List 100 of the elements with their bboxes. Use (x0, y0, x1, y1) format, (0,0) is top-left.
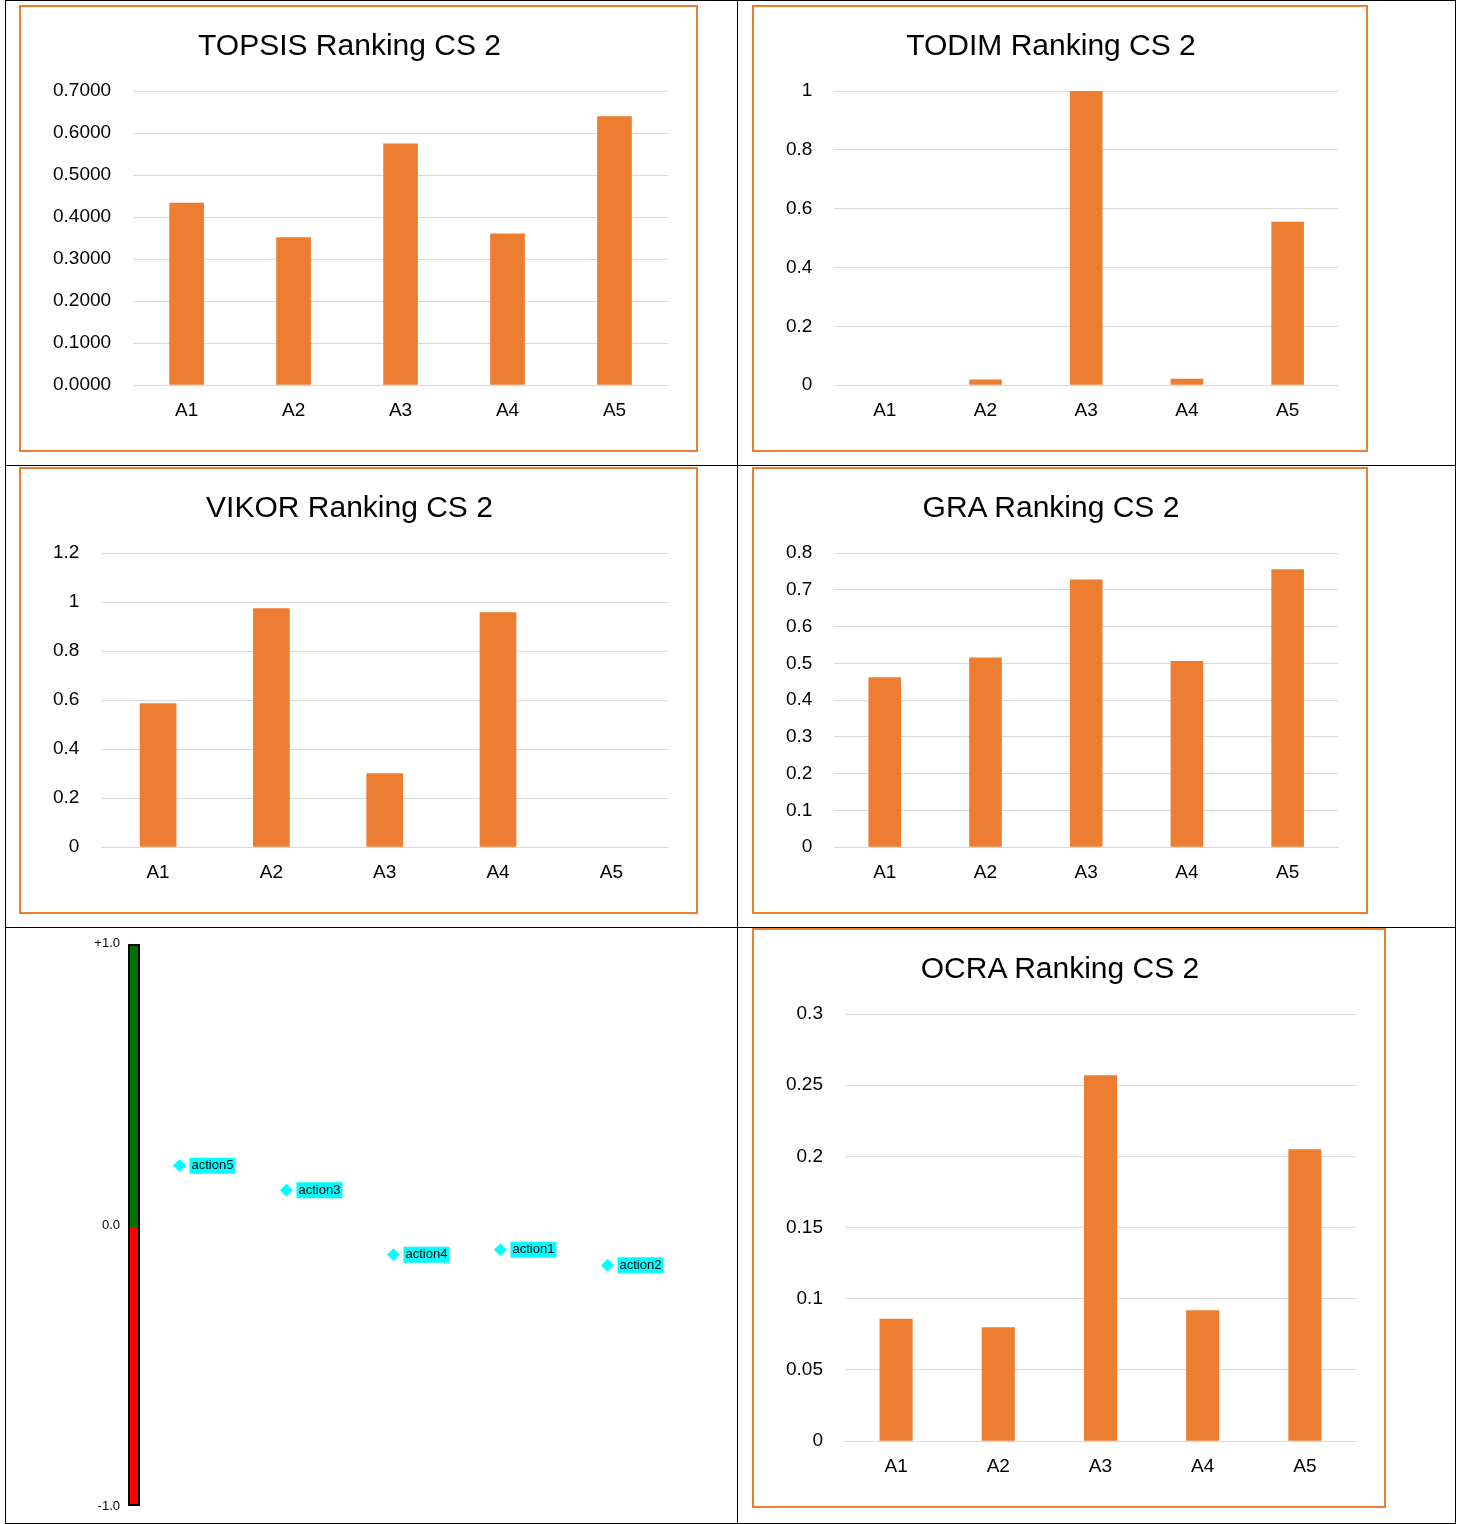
x-tick-label: A1 (146, 860, 170, 882)
bar (366, 773, 404, 847)
y-tick-label: 0 (801, 835, 813, 857)
bar (1170, 378, 1204, 385)
chart-title: VIKOR Ranking CS 2 (206, 490, 493, 524)
bar (1170, 661, 1204, 847)
x-tick-label: A3 (388, 398, 413, 420)
y-tick-label: 0.6000 (52, 121, 112, 143)
bar (1271, 221, 1304, 385)
bar (1271, 569, 1304, 847)
x-tick-label: A4 (1175, 398, 1199, 420)
y-tick-label: 0.5000 (52, 163, 112, 185)
y-tick-label: 0.0000 (52, 373, 112, 395)
x-tick-label: A2 (281, 398, 306, 420)
x-tick-label: A5 (1276, 860, 1300, 882)
y-tick-label: 0.2000 (52, 289, 112, 311)
y-tick-label: 1 (801, 79, 813, 101)
y-tick-label: 1 (68, 590, 80, 612)
y-tick-label: 0.6 (785, 196, 813, 218)
bar (383, 143, 418, 385)
x-tick-label: A3 (373, 860, 397, 882)
annotation: action2 (619, 1256, 662, 1272)
y-tick-label: 0.2 (796, 1144, 823, 1166)
y-tick-label: 0.0 (101, 1216, 120, 1232)
y-tick-label: 0 (812, 1429, 823, 1451)
y-tick-label: 0.4 (52, 737, 80, 759)
x-tick-label: A4 (1191, 1454, 1215, 1476)
point (387, 1248, 400, 1262)
y-tick-label: 0.4 (785, 688, 813, 710)
bar (1288, 1149, 1322, 1441)
point (173, 1159, 186, 1173)
y-tick-label: 0.4000 (52, 205, 112, 227)
x-tick-label: A3 (1088, 1454, 1113, 1476)
y-tick-label: 0.1000 (52, 331, 112, 353)
bar (253, 608, 290, 847)
y-tick-label: -1.0 (97, 1497, 120, 1513)
y-tick-label: 0.4 (785, 255, 813, 277)
y-tick-label: 0.2 (785, 761, 813, 783)
x-tick-label: A4 (1175, 860, 1199, 882)
bar (981, 1327, 1015, 1441)
annotation: action4 (405, 1246, 448, 1262)
bar (1186, 1310, 1220, 1441)
x-tick-label: A2 (973, 860, 998, 882)
point (601, 1258, 614, 1272)
x-tick-label: A3 (1074, 398, 1098, 420)
y-tick-label: 0.3 (796, 1002, 823, 1024)
y-tick-label: 0.1 (796, 1287, 823, 1309)
bar (597, 116, 632, 385)
x-tick-label: A2 (259, 860, 284, 882)
y-tick-label: 0.3 (785, 725, 813, 747)
bar (969, 379, 1002, 385)
x-tick-label: A1 (174, 398, 199, 420)
y-tick-label: 0 (801, 373, 813, 395)
x-tick-label: A4 (486, 860, 511, 882)
point (494, 1243, 507, 1257)
x-tick-label: A1 (873, 860, 897, 882)
annotation: action1 (512, 1241, 555, 1257)
y-tick-label: 0.6 (52, 688, 80, 710)
y-tick-label: 0.05 (786, 1358, 823, 1380)
bar (479, 612, 517, 847)
y-tick-label: 0.8 (785, 138, 813, 160)
bar (276, 237, 311, 385)
y-tick-label: 0.25 (786, 1073, 823, 1095)
y-tick-label: 0.3000 (52, 247, 112, 269)
y-tick-label: +1.0 (94, 935, 120, 951)
bar (169, 202, 204, 385)
x-tick-label: A5 (1293, 1454, 1317, 1476)
y-tick-label: 0.8 (785, 541, 813, 563)
chart-title: TODIM Ranking CS 2 (906, 28, 1196, 62)
x-tick-label: A5 (1276, 398, 1300, 420)
y-tick-label: 1.2 (52, 541, 80, 563)
bar (1069, 579, 1103, 847)
x-tick-label: A1 (884, 1454, 908, 1476)
bar (969, 657, 1002, 847)
point (280, 1183, 293, 1197)
x-tick-label: A2 (973, 398, 998, 420)
y-tick-label: 0.6 (785, 614, 813, 636)
x-tick-label: A4 (495, 398, 520, 420)
bar (1083, 1075, 1118, 1441)
chart-title: OCRA Ranking CS 2 (920, 951, 1200, 985)
x-tick-label: A5 (602, 398, 627, 420)
y-tick-label: 0.15 (786, 1215, 823, 1237)
bar (868, 677, 902, 847)
y-tick-label: 0.2 (785, 314, 813, 336)
chart-title: GRA Ranking CS 2 (922, 490, 1180, 524)
y-tick-label: 0.2 (52, 786, 80, 808)
bar (490, 233, 525, 385)
bar (879, 1318, 913, 1441)
x-tick-label: A5 (599, 860, 623, 882)
y-tick-label: 0 (68, 835, 80, 857)
y-tick-label: 0.7 (785, 578, 813, 600)
annotation: action5 (191, 1157, 234, 1173)
x-tick-label: A3 (1074, 860, 1098, 882)
annotation: action3 (298, 1181, 341, 1197)
y-tick-label: 0.8 (52, 639, 80, 661)
y-tick-label: 0.5 (785, 651, 813, 673)
bar (1069, 91, 1103, 385)
chart-title: TOPSIS Ranking CS 2 (198, 28, 501, 62)
y-tick-label: 0.7000 (52, 79, 112, 101)
x-tick-label: A2 (986, 1454, 1010, 1476)
